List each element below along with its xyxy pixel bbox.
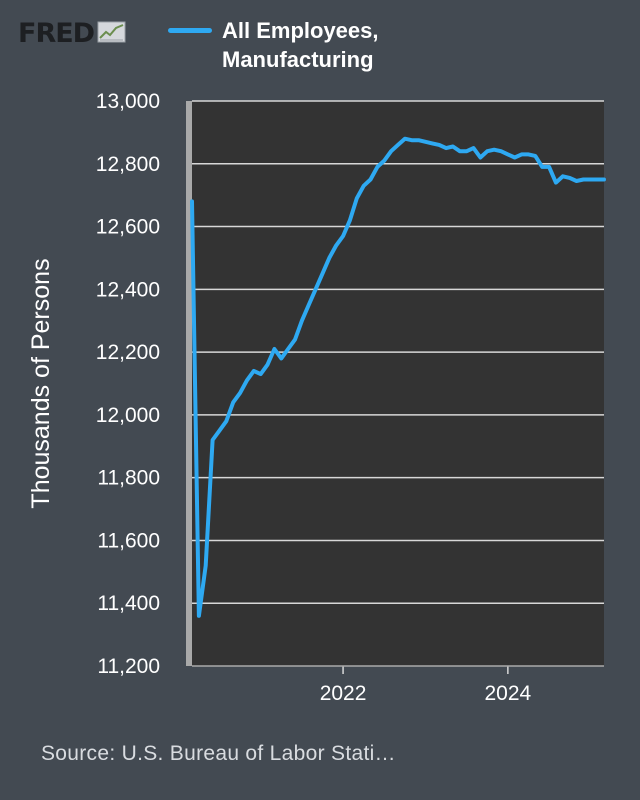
x-axis-ticks: 2022 2024	[320, 666, 532, 705]
y-tick-label: 12,600	[96, 216, 160, 239]
fred-graph-icon	[97, 20, 127, 49]
y-axis-label: Thousands of Persons	[27, 258, 55, 508]
series-line-all-employees-manufacturing[interactable]	[190, 136, 606, 618]
x-tick-label: 2022	[320, 682, 367, 705]
y-tick-label: 11,800	[97, 467, 160, 490]
fred-logo-text: FRED	[18, 18, 95, 49]
y-tick-label: 12,000	[96, 404, 160, 427]
legend-label: All Employees, Manufacturing	[222, 18, 379, 72]
y-tick-label: 12,200	[96, 341, 160, 364]
x-tick-label: 2024	[485, 682, 532, 705]
y-tick-label: 11,600	[97, 529, 160, 552]
y-tick-label: 11,200	[97, 655, 160, 678]
y-tick-label: 13,000	[96, 90, 160, 113]
y-axis-ticks: 11,200 11,400 11,600 11,800 12,000 12,200 12,4…	[96, 90, 160, 678]
source-note: Source: U.S. Bureau of Labor Stati…	[41, 742, 396, 765]
legend-swatch	[168, 28, 212, 33]
plot-area	[192, 101, 604, 666]
fred-logo[interactable]: FRED	[18, 18, 127, 49]
chart-legend[interactable]: All Employees, Manufacturing	[168, 16, 442, 74]
y-tick-label: 12,800	[96, 153, 160, 176]
y-axis-bar	[186, 101, 192, 666]
gridlines	[192, 100, 604, 604]
y-tick-label: 11,400	[97, 592, 160, 615]
y-tick-label: 12,400	[96, 278, 160, 301]
